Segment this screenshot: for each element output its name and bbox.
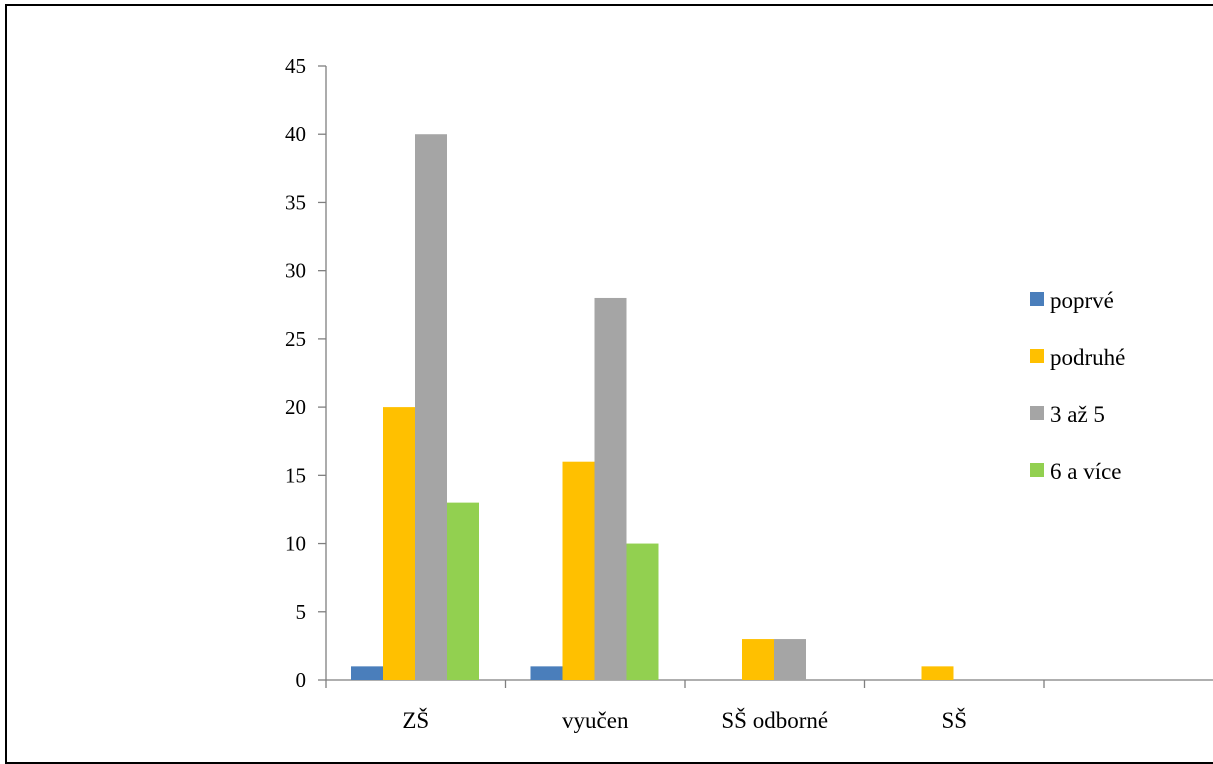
y-tick-label: 10 <box>285 532 306 556</box>
y-tick-label: 0 <box>296 668 307 692</box>
legend-label: 3 až 5 <box>1050 402 1105 427</box>
legend: poprvé podruhé 3 až 5 6 a více <box>1030 288 1125 484</box>
y-tick-label: 35 <box>285 190 306 214</box>
legend-label: poprvé <box>1050 288 1114 313</box>
y-tick-label: 20 <box>285 395 306 419</box>
bar <box>351 666 383 680</box>
bar <box>742 639 774 680</box>
y-tick-label: 5 <box>296 600 307 624</box>
y-axis: 0 5 10 15 20 25 30 35 40 45 <box>285 54 327 692</box>
y-tick-label: 25 <box>285 327 306 351</box>
x-category-label: SŠ odborné <box>721 707 828 733</box>
legend-label: podruhé <box>1050 345 1125 370</box>
x-category-label: ZŠ <box>402 707 429 733</box>
bars <box>351 134 954 680</box>
bar <box>530 666 563 680</box>
bar <box>774 639 806 680</box>
bar <box>594 297 627 680</box>
bar <box>447 502 479 680</box>
legend-swatch <box>1030 349 1044 363</box>
x-category-label: vyučen <box>562 708 629 733</box>
y-tick-label: 30 <box>285 259 306 283</box>
y-tick-label: 15 <box>285 463 306 487</box>
x-category-label: SŠ <box>941 707 967 733</box>
legend-swatch <box>1030 292 1044 306</box>
bar <box>626 543 659 680</box>
bar <box>562 461 595 680</box>
legend-label: 6 a více <box>1050 459 1122 484</box>
legend-swatch <box>1030 406 1044 420</box>
legend-swatch <box>1030 463 1044 477</box>
bar <box>415 134 447 680</box>
bar <box>383 407 415 680</box>
y-tick-label: 40 <box>285 122 306 146</box>
y-tick-label: 45 <box>285 54 306 78</box>
x-axis: ZŠ vyučen SŠ odborné SŠ <box>325 679 1213 733</box>
bar <box>921 666 954 680</box>
